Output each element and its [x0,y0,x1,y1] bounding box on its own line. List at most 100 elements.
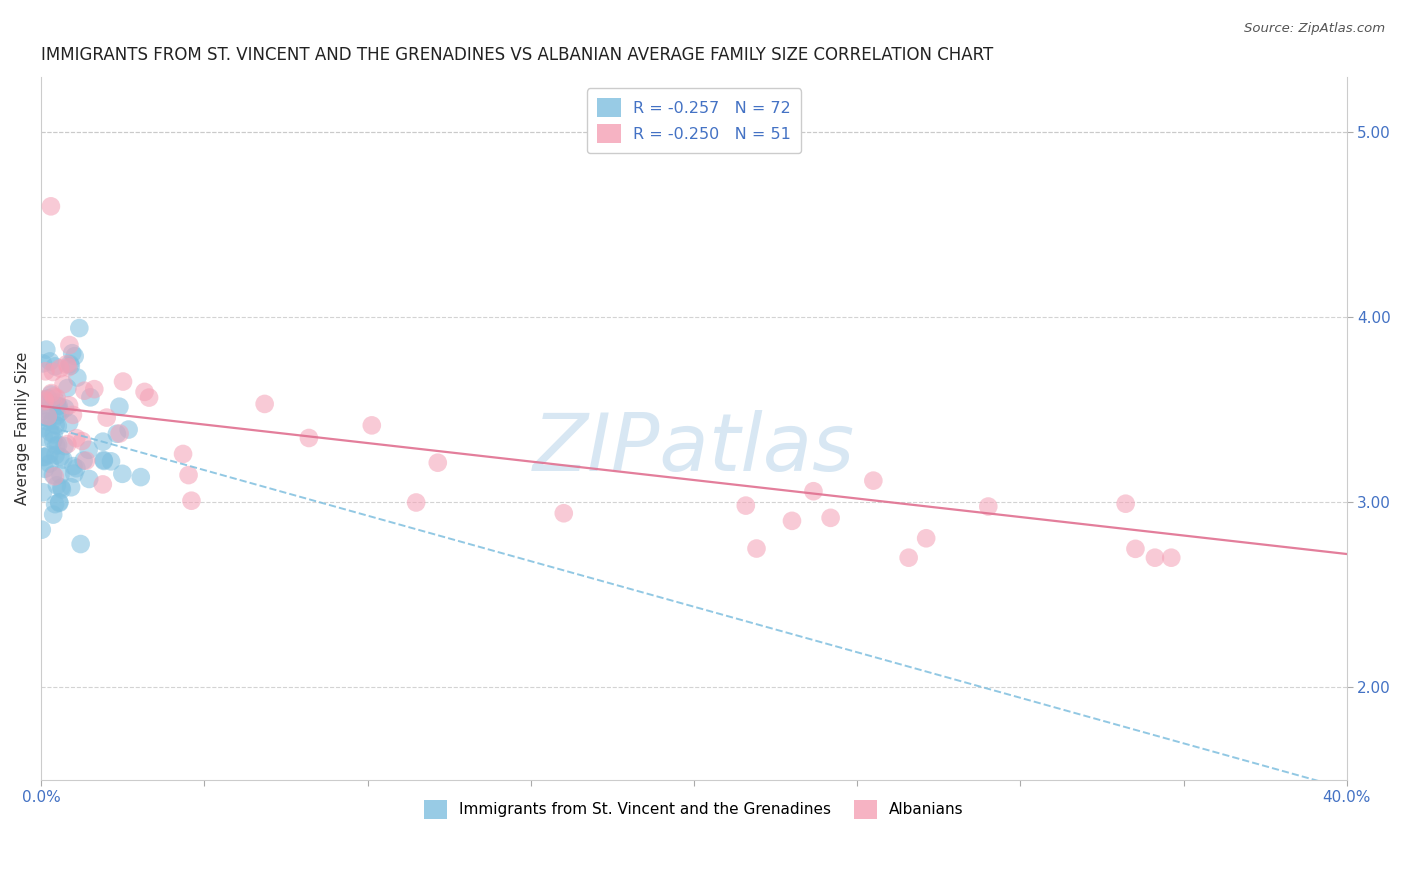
Point [134,384,156,399]
Point [105,426,128,441]
Point [31,421,53,435]
Point [108,426,131,441]
Point [34,364,56,378]
Point [44,497,66,511]
Point [63,467,86,481]
Point [67,321,90,335]
Point [66,370,89,384]
Point [39,199,62,213]
Point [34,394,56,409]
Point [42,467,65,482]
Point [44,448,66,462]
Point [38,448,60,462]
Point [45,391,67,405]
Point [32,430,55,444]
Point [93,453,115,467]
Point [32,450,55,464]
Point [46,438,69,452]
Point [39,354,62,368]
Point [75,453,97,467]
Point [35,343,58,357]
Point [34,462,56,476]
Point [49,405,72,419]
Point [820,511,842,525]
Point [31,523,53,537]
Point [35,403,58,417]
Point [77,472,100,486]
Point [177,468,200,483]
Point [180,493,202,508]
Point [62,408,84,422]
Point [63,349,86,363]
Point [56,381,79,395]
Point [39,387,62,401]
Point [426,456,449,470]
Point [34,392,56,407]
Point [915,531,938,545]
Point [70,434,93,448]
Point [58,398,80,412]
Point [44,469,66,483]
Point [39,425,62,440]
Point [1115,497,1137,511]
Point [780,514,803,528]
Point [65,431,87,445]
Point [1125,541,1147,556]
Y-axis label: Average Family Size: Average Family Size [15,351,30,505]
Point [37,392,59,406]
Point [53,439,76,453]
Point [360,418,382,433]
Text: Source: ZipAtlas.com: Source: ZipAtlas.com [1244,22,1385,36]
Point [42,434,65,448]
Text: ZIPatlas: ZIPatlas [533,410,855,488]
Point [31,398,53,412]
Point [41,386,63,401]
Point [111,375,134,389]
Point [48,496,70,510]
Point [59,357,82,371]
Point [46,409,69,423]
Point [96,410,118,425]
Point [42,365,65,379]
Point [42,508,65,522]
Point [45,439,67,453]
Point [253,397,276,411]
Point [93,454,115,468]
Point [41,413,63,427]
Point [34,450,56,464]
Point [49,467,72,482]
Point [91,434,114,449]
Point [45,417,67,432]
Point [862,474,884,488]
Point [46,399,69,413]
Point [37,409,59,424]
Point [52,452,75,467]
Point [108,400,131,414]
Point [56,437,79,451]
Point [745,541,768,556]
Point [58,416,80,430]
Point [52,377,75,392]
Point [1143,550,1166,565]
Point [129,470,152,484]
Point [44,359,66,374]
Point [46,419,69,434]
Point [91,477,114,491]
Point [58,360,80,375]
Point [42,427,65,442]
Point [49,361,72,376]
Point [60,346,83,360]
Point [73,384,96,398]
Point [60,480,83,494]
Text: IMMIGRANTS FROM ST. VINCENT AND THE GRENADINES VS ALBANIAN AVERAGE FAMILY SIZE C: IMMIGRANTS FROM ST. VINCENT AND THE GREN… [41,46,994,64]
Point [56,357,79,371]
Point [49,450,72,464]
Point [62,459,84,474]
Point [111,467,134,481]
Point [53,401,76,416]
Point [77,442,100,457]
Point [803,484,825,499]
Point [65,461,87,475]
Point [48,495,70,509]
Point [1160,550,1182,565]
